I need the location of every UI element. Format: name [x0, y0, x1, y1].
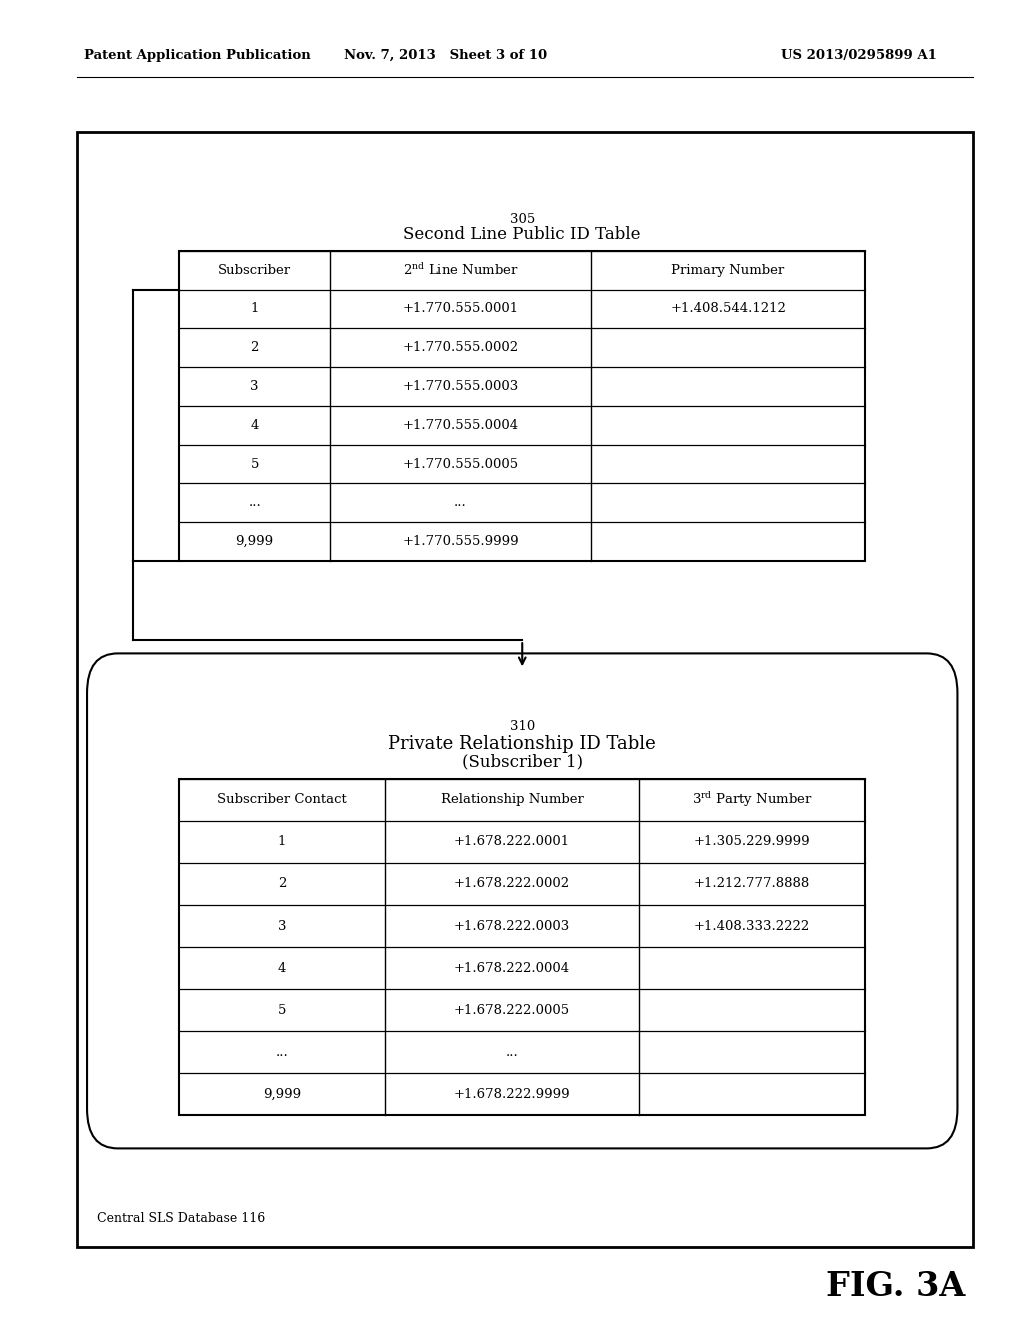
Text: Nov. 7, 2013   Sheet 3 of 10: Nov. 7, 2013 Sheet 3 of 10 [344, 49, 547, 62]
Text: FIG. 3A: FIG. 3A [826, 1270, 966, 1304]
Text: Second Line Public ID Table: Second Line Public ID Table [403, 227, 641, 243]
Text: +1.678.222.0002: +1.678.222.0002 [454, 878, 570, 891]
Text: 4: 4 [278, 962, 287, 974]
Text: Relationship Number: Relationship Number [440, 793, 584, 807]
Text: +1.678.222.0004: +1.678.222.0004 [454, 962, 570, 974]
Text: Central SLS Database 116: Central SLS Database 116 [97, 1212, 265, 1225]
Text: +1.770.555.0003: +1.770.555.0003 [402, 380, 518, 393]
Text: +1.770.555.0004: +1.770.555.0004 [402, 418, 518, 432]
Text: 2: 2 [278, 878, 287, 891]
Text: +1.678.222.0005: +1.678.222.0005 [454, 1003, 570, 1016]
Text: +1.212.777.8888: +1.212.777.8888 [694, 878, 810, 891]
Text: ...: ... [275, 1045, 289, 1059]
Text: 9,999: 9,999 [236, 535, 273, 548]
Text: ...: ... [506, 1045, 518, 1059]
Text: Subscriber Contact: Subscriber Contact [217, 793, 347, 807]
Text: +1.408.544.1212: +1.408.544.1212 [670, 302, 786, 315]
Text: +1.770.555.0002: +1.770.555.0002 [402, 342, 518, 354]
Text: ...: ... [248, 496, 261, 510]
Text: 4: 4 [251, 418, 259, 432]
Text: +1.678.222.9999: +1.678.222.9999 [454, 1088, 570, 1101]
Text: US 2013/0295899 A1: US 2013/0295899 A1 [781, 49, 937, 62]
Text: 3: 3 [278, 920, 287, 932]
Bar [179, 251, 865, 561]
Text: Primary Number: Primary Number [672, 264, 784, 277]
Text: +1.305.229.9999: +1.305.229.9999 [694, 836, 810, 849]
Bar [179, 779, 865, 1115]
Text: +1.770.555.9999: +1.770.555.9999 [402, 535, 519, 548]
Text: 3: 3 [251, 380, 259, 393]
Text: 5: 5 [278, 1003, 287, 1016]
Text: 2$^{\mathregular{nd}}$ Line Number: 2$^{\mathregular{nd}}$ Line Number [402, 263, 518, 279]
Text: +1.770.555.0001: +1.770.555.0001 [402, 302, 518, 315]
Text: +1.408.333.2222: +1.408.333.2222 [694, 920, 810, 932]
Text: 3$^{\mathregular{rd}}$ Party Number: 3$^{\mathregular{rd}}$ Party Number [691, 791, 813, 809]
Text: +1.678.222.0001: +1.678.222.0001 [454, 836, 570, 849]
Text: Patent Application Publication: Patent Application Publication [84, 49, 310, 62]
Text: 2: 2 [251, 342, 259, 354]
Text: 5: 5 [251, 458, 259, 470]
Text: Subscriber: Subscriber [218, 264, 291, 277]
Text: Private Relationship ID Table: Private Relationship ID Table [388, 735, 656, 754]
Text: ...: ... [454, 496, 467, 510]
Text: +1.678.222.0003: +1.678.222.0003 [454, 920, 570, 932]
Bar [77, 132, 973, 1247]
Text: (Subscriber 1): (Subscriber 1) [462, 754, 583, 770]
Text: +1.770.555.0005: +1.770.555.0005 [402, 458, 518, 470]
Text: 9,999: 9,999 [263, 1088, 301, 1101]
Text: 310: 310 [510, 719, 535, 733]
Text: 305: 305 [510, 213, 535, 226]
Text: 1: 1 [251, 302, 259, 315]
Text: 1: 1 [278, 836, 287, 849]
